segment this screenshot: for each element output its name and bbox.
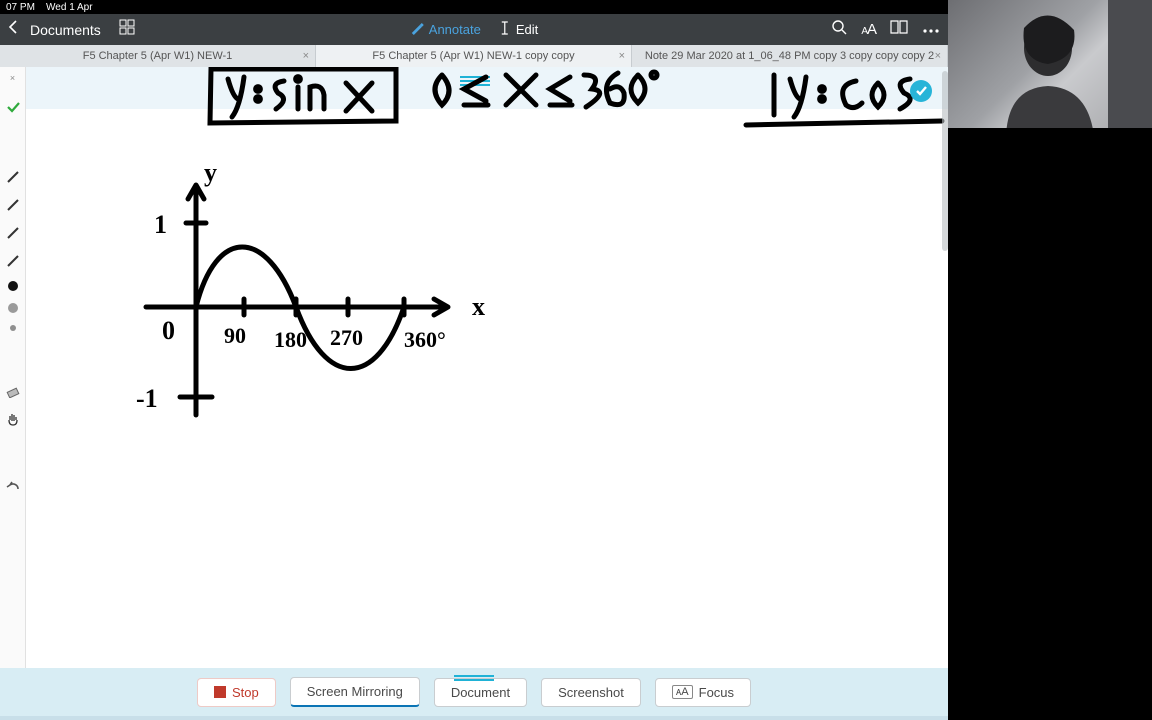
stop-button[interactable]: Stop: [197, 678, 276, 707]
graph-tick-90: 90: [224, 323, 246, 348]
graph-tick-360: 360°: [404, 327, 446, 352]
pen-tool-4-icon[interactable]: [5, 253, 21, 269]
tab-1-label: F5 Chapter 5 (Apr W1) NEW-1 copy copy: [372, 50, 574, 62]
color-gray-dot[interactable]: [8, 303, 18, 313]
canvas-area: ×: [0, 67, 948, 668]
focus-button[interactable]: ᴀA Focus: [655, 678, 751, 707]
back-chevron-icon[interactable]: [8, 20, 18, 39]
webcam-thumbnail[interactable]: [948, 0, 1152, 128]
undo-icon[interactable]: [5, 479, 21, 495]
checkmark-tool-icon[interactable]: [5, 99, 21, 115]
tab-0-label: F5 Chapter 5 (Apr W1) NEW-1: [83, 50, 233, 62]
tab-1[interactable]: F5 Chapter 5 (Apr W1) NEW-1 copy copy ×: [316, 45, 632, 67]
document-page[interactable]: y 1 -1 0 90 180 270 360° x: [26, 67, 948, 668]
graph-y-label: y: [204, 158, 217, 187]
eraser-tool-icon[interactable]: [5, 383, 21, 399]
text-cursor-icon: [499, 21, 511, 38]
stop-label: Stop: [232, 685, 259, 700]
tab-1-close-icon[interactable]: ×: [619, 50, 625, 62]
edit-label: Edit: [516, 22, 538, 37]
screen-mirroring-label: Screen Mirroring: [307, 684, 403, 699]
hand-tool-icon[interactable]: [5, 411, 21, 427]
pen-tool-2-icon[interactable]: [5, 197, 21, 213]
text-size-icon[interactable]: AA: [861, 21, 876, 38]
screenshot-label: Screenshot: [558, 685, 624, 700]
handwriting-equations: [26, 67, 948, 137]
app-toolbar: Documents Annotate Edit: [0, 14, 948, 45]
book-icon[interactable]: [890, 20, 908, 39]
document-tabs: F5 Chapter 5 (Apr W1) NEW-1 × F5 Chapter…: [0, 45, 948, 67]
color-black-dot[interactable]: [8, 281, 18, 291]
color-small-dot[interactable]: [10, 325, 16, 331]
handwriting-sine-graph: y 1 -1 0 90 180 270 360° x: [116, 157, 516, 447]
tab-2[interactable]: Note 29 Mar 2020 at 1_06_48 PM copy 3 co…: [632, 45, 948, 67]
graph-tick-0: 0: [162, 316, 175, 345]
presentation-bottom-bar: Stop Screen Mirroring Document Screensho…: [0, 668, 948, 716]
edit-button[interactable]: Edit: [499, 21, 538, 38]
search-icon[interactable]: [831, 19, 847, 40]
person-silhouette-icon: [986, 8, 1116, 128]
tool-palette: ×: [0, 67, 26, 668]
graph-x-label: x: [472, 292, 485, 321]
annotate-button[interactable]: Annotate: [410, 21, 481, 38]
tab-2-close-icon[interactable]: ×: [935, 50, 941, 62]
pen-tool-3-icon[interactable]: [5, 225, 21, 241]
bottom-edge-strip: [0, 716, 948, 720]
bottombar-handle-icon[interactable]: [454, 674, 494, 682]
graph-tick-270: 270: [330, 325, 363, 350]
tab-0-close-icon[interactable]: ×: [303, 50, 309, 62]
annotate-label: Annotate: [429, 22, 481, 37]
graph-tick-180: 180: [274, 327, 307, 352]
documents-button[interactable]: Documents: [30, 22, 101, 38]
focus-aA-icon: ᴀA: [672, 685, 693, 699]
status-date-text: Wed 1 Apr: [46, 2, 93, 13]
palette-close-icon[interactable]: ×: [10, 73, 15, 83]
grid-view-icon[interactable]: [119, 19, 135, 40]
tab-0[interactable]: F5 Chapter 5 (Apr W1) NEW-1 ×: [0, 45, 316, 67]
screen-mirroring-button[interactable]: Screen Mirroring: [290, 677, 420, 707]
tab-2-label: Note 29 Mar 2020 at 1_06_48 PM copy 3 co…: [645, 50, 934, 62]
more-options-icon[interactable]: [922, 21, 940, 39]
documents-label: Documents: [30, 22, 101, 38]
graph-tick--1: -1: [136, 384, 158, 413]
webcam-panel: [948, 0, 1152, 720]
stop-icon: [214, 686, 226, 698]
document-label: Document: [451, 685, 510, 700]
focus-label: Focus: [699, 685, 734, 700]
graph-tick-1: 1: [154, 210, 167, 239]
screenshot-button[interactable]: Screenshot: [541, 678, 641, 707]
pen-tool-1-icon[interactable]: [5, 169, 21, 185]
status-time: 07 PM Wed 1 Apr: [6, 2, 93, 13]
pen-icon: [410, 21, 424, 38]
status-time-text: 07 PM: [6, 2, 35, 13]
sync-check-badge[interactable]: [910, 80, 932, 102]
